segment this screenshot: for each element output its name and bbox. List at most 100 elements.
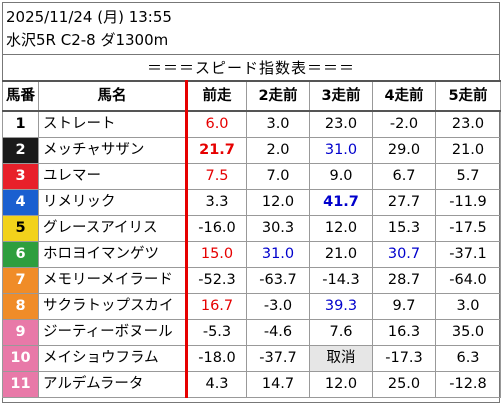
speed-index-cell: -17.5 [435,215,501,242]
speed-index-cell: 9.7 [372,293,436,320]
speed-index-cell: 6.0 [185,110,247,138]
speed-index-cell: 35.0 [435,319,501,346]
speed-index-cell: 28.7 [372,267,436,294]
horse-name: ジーティーボヌール [38,319,187,346]
speed-index-cell: 3.3 [185,189,247,216]
table-row: 6 ホロヨイマンゲツ 15.0 31.0 21.0 30.7 -37.1 [2,241,501,268]
speed-index-cell: 16.7 [185,293,247,320]
race-datetime: 2025/11/24 (月) 13:55 [6,8,172,26]
speed-index-cell: -18.0 [185,345,247,372]
table-row: 10 メイショウフラム -18.0 -37.7 取消 -17.3 6.3 [2,345,501,372]
horse-name: アルデムラータ [38,371,187,398]
horse-name: サクラトップスカイ [38,293,187,320]
race-info: 水沢5R C2-8 ダ1300m [6,31,169,49]
speed-index-cell: 取消 [309,345,373,372]
col-header-horse-number: 馬番 [2,80,39,112]
horse-number-badge: 5 [2,215,39,242]
horse-number-badge: 1 [2,110,39,138]
horse-name: グレースアイリス [38,215,187,242]
col-header-3-races-ago: 3走前 [309,80,373,112]
speed-index-table: 馬番 馬名 前走 2走前 3走前 4走前 5走前 1 ストレート 6.0 3.0 23.… [2,80,501,398]
speed-index-cell: 3.0 [435,293,501,320]
speed-index-cell: 21.7 [185,137,247,164]
horse-number-badge: 4 [2,189,39,216]
speed-index-cell: 15.3 [372,215,436,242]
col-header-4-races-ago: 4走前 [372,80,436,112]
speed-index-cell: 27.7 [372,189,436,216]
speed-index-cell: 29.0 [372,137,436,164]
table-row: 1 ストレート 6.0 3.0 23.0 -2.0 23.0 [2,110,501,138]
speed-index-cell: 31.0 [246,241,310,268]
speed-index-cell: 6.7 [372,163,436,190]
speed-index-cell: -2.0 [372,110,436,138]
speed-index-cell: -16.0 [185,215,247,242]
horse-name: ユレマー [38,163,187,190]
speed-index-cell: -5.3 [185,319,247,346]
table-row: 3 ユレマー 7.5 7.0 9.0 6.7 5.7 [2,163,501,190]
horse-number-badge: 7 [2,267,39,294]
speed-index-cell: 2.0 [246,137,310,164]
col-header-horse-name: 馬名 [38,80,187,112]
speed-index-cell: -64.0 [435,267,501,294]
speed-index-cell: 7.0 [246,163,310,190]
speed-index-cell: 12.0 [309,371,373,398]
speed-index-cell: -37.1 [435,241,501,268]
col-header-5-races-ago: 5走前 [435,80,501,112]
speed-index-cell: -52.3 [185,267,247,294]
horse-number-badge: 11 [2,371,39,398]
col-header-prev-race: 前走 [185,80,247,112]
horse-number-badge: 9 [2,319,39,346]
horse-name: ストレート [38,110,187,138]
speed-index-cell: -14.3 [309,267,373,294]
horse-name: メイショウフラム [38,345,187,372]
horse-name: メモリーメイラード [38,267,187,294]
horse-name: ホロヨイマンゲツ [38,241,187,268]
horse-name: リメリック [38,189,187,216]
speed-index-cell: 16.3 [372,319,436,346]
horse-number-badge: 3 [2,163,39,190]
table-row: 9 ジーティーボヌール -5.3 -4.6 7.6 16.3 35.0 [2,319,501,346]
table-row: 11 アルデムラータ 4.3 14.7 12.0 25.0 -12.8 [2,371,501,398]
speed-index-cell: 41.7 [309,189,373,216]
speed-index-cell: 21.0 [435,137,501,164]
speed-index-cell: 31.0 [309,137,373,164]
table-header-row: 馬番 馬名 前走 2走前 3走前 4走前 5走前 [2,80,501,112]
speed-index-cell: 39.3 [309,293,373,320]
speed-index-cell: 4.3 [185,371,247,398]
horse-number-badge: 10 [2,345,39,372]
speed-index-cell: 15.0 [185,241,247,268]
speed-index-cell: 23.0 [309,110,373,138]
table-row: 8 サクラトップスカイ 16.7 -3.0 39.3 9.7 3.0 [2,293,501,320]
speed-index-cell: 5.7 [435,163,501,190]
speed-index-cell: 6.3 [435,345,501,372]
col-header-2-races-ago: 2走前 [246,80,310,112]
speed-index-cell: 12.0 [246,189,310,216]
speed-index-cell: -3.0 [246,293,310,320]
table-row: 2 メッチャサザン 21.7 2.0 31.0 29.0 21.0 [2,137,501,164]
speed-index-cell: 7.5 [185,163,247,190]
speed-index-cell: 14.7 [246,371,310,398]
speed-index-cell: 25.0 [372,371,436,398]
speed-index-cell: 3.0 [246,110,310,138]
horse-number-badge: 8 [2,293,39,320]
speed-index-cell: 12.0 [309,215,373,242]
table-title: ＝＝＝スピード指数表＝＝＝ [2,54,500,79]
speed-index-cell: -12.8 [435,371,501,398]
speed-index-cell: -11.9 [435,189,501,216]
horse-number-badge: 2 [2,137,39,164]
speed-index-cell: 23.0 [435,110,501,138]
speed-index-cell: 7.6 [309,319,373,346]
horse-name: メッチャサザン [38,137,187,164]
speed-index-cell: -4.6 [246,319,310,346]
speed-index-cell: 30.7 [372,241,436,268]
speed-index-cell: 30.3 [246,215,310,242]
speed-index-cell: 21.0 [309,241,373,268]
speed-index-cell: -63.7 [246,267,310,294]
speed-index-cell: -37.7 [246,345,310,372]
table-row: 5 グレースアイリス -16.0 30.3 12.0 15.3 -17.5 [2,215,501,242]
table-row: 4 リメリック 3.3 12.0 41.7 27.7 -11.9 [2,189,501,216]
speed-index-cell: -17.3 [372,345,436,372]
horse-number-badge: 6 [2,241,39,268]
table-row: 7 メモリーメイラード -52.3 -63.7 -14.3 28.7 -64.0 [2,267,501,294]
speed-index-cell: 9.0 [309,163,373,190]
